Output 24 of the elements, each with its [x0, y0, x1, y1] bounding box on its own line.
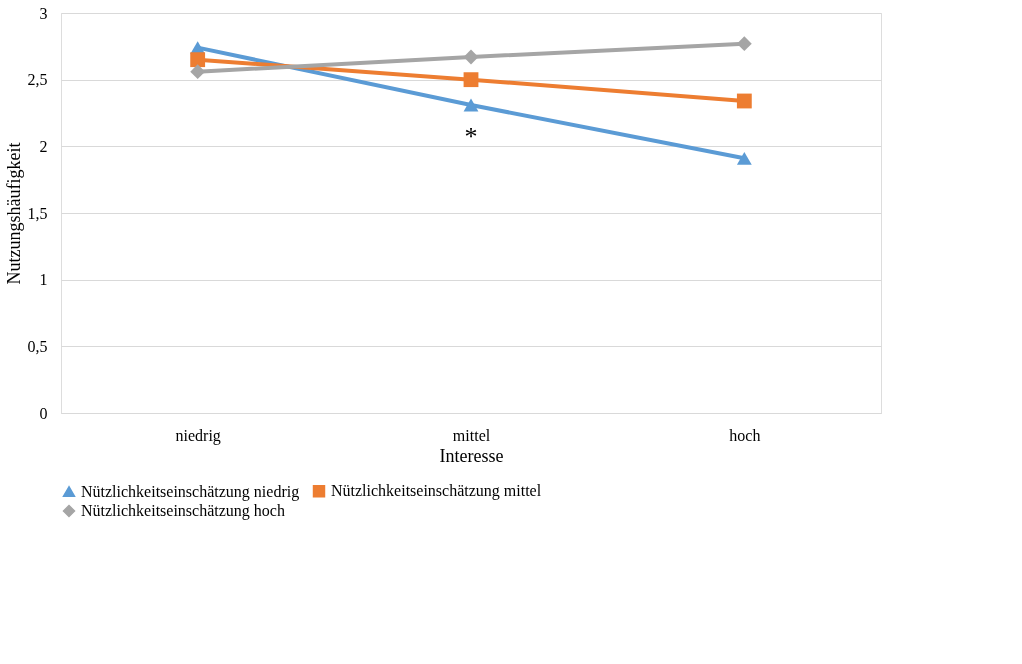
y-tick-label: 2,5 [27, 71, 48, 89]
point [463, 72, 479, 88]
point [736, 36, 752, 52]
point [190, 52, 206, 68]
y-axis-title: Nutzungshäufigkeit [3, 142, 24, 285]
annotation: * [464, 122, 478, 151]
x-tick-label: niedrig [175, 426, 221, 445]
y-tick-label: 3 [39, 4, 48, 22]
legend-label: Nützlichkeitseinschätzung hoch [81, 502, 285, 520]
y-tick-label: 0,5 [27, 337, 48, 355]
y-tick-label: 1,5 [27, 204, 48, 222]
y-tick-label: 1 [39, 271, 48, 289]
legend-label: Nützlichkeitseinschätzung mittel [331, 482, 542, 501]
point [736, 151, 752, 165]
x-tick-label: hoch [729, 426, 761, 444]
y-tick-label: 0 [39, 404, 48, 422]
legend-label: Nützlichkeitseinschätzung niedrig [81, 482, 300, 501]
y-tick-label: 2 [39, 137, 48, 155]
point [736, 93, 752, 109]
point [463, 49, 479, 65]
point [190, 64, 206, 80]
point [463, 98, 479, 112]
x-axis-title: Interesse [439, 445, 504, 466]
x-tick-label: mittel [452, 426, 491, 444]
